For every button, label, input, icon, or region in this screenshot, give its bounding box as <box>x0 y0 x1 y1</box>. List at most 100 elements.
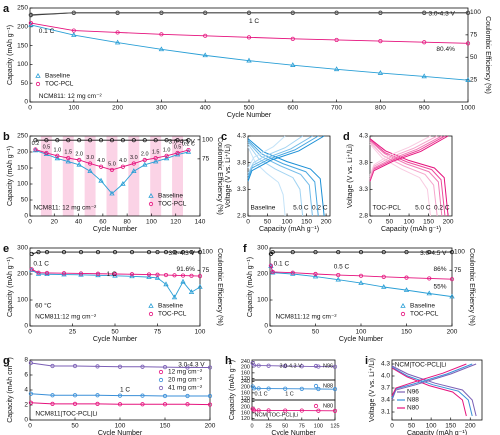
series-line <box>35 149 189 195</box>
data-point <box>28 391 33 396</box>
data-point <box>185 393 190 399</box>
y-tick-label: 0 <box>24 213 28 220</box>
y-tick-label: 200 <box>17 24 28 31</box>
annotation: 0.1 C <box>33 260 49 267</box>
data-point <box>35 270 42 276</box>
data-point <box>316 386 321 392</box>
annotation: 1 C <box>107 271 117 278</box>
curve <box>247 135 313 177</box>
data-point <box>44 271 50 277</box>
data-point <box>98 138 104 143</box>
annotation: 1 C <box>249 18 259 25</box>
series-line <box>31 268 201 277</box>
legend-swatch <box>313 403 319 409</box>
y2-tick-label: 75 <box>202 156 210 163</box>
legend-label: N88 <box>407 397 419 404</box>
data-point <box>142 138 147 143</box>
data-point <box>358 249 364 255</box>
legend-label: Baseline <box>158 193 183 200</box>
x-tick-label: 140 <box>195 219 206 226</box>
legend-label: N80 <box>407 405 419 412</box>
series-line <box>270 265 453 280</box>
series-line <box>252 408 336 412</box>
panel-letter: c <box>221 131 227 143</box>
curve <box>391 363 477 401</box>
data-point <box>115 10 120 15</box>
legend-label: Baseline <box>45 73 70 80</box>
panel-letter: b <box>3 131 10 143</box>
y-tick-label: 3.1 <box>381 409 390 416</box>
rate-band <box>62 136 74 216</box>
y-tick-label: 300 <box>257 245 268 252</box>
data-point <box>251 408 257 413</box>
data-point <box>76 161 82 167</box>
data-point <box>163 281 169 287</box>
data-point <box>61 271 67 276</box>
x-tick-label: 200 <box>112 105 123 112</box>
y-axis-label: Voltage (V vs. Li⁺/Li) <box>225 144 232 208</box>
x-tick-label: 800 <box>375 105 386 112</box>
y-tick-label: 300 <box>17 245 28 252</box>
data-point <box>378 10 383 15</box>
y-tick-label: 120 <box>241 396 250 402</box>
data-point <box>163 272 169 278</box>
data-point <box>154 274 161 280</box>
x-axis-label: Cycle Number <box>93 226 138 233</box>
y-tick-label: 120 <box>241 376 250 382</box>
y-axis-label: Capacity (mAh g⁻¹) <box>7 25 14 85</box>
data-point <box>155 249 160 255</box>
curve <box>369 142 438 217</box>
data-point <box>146 249 152 255</box>
data-point <box>159 32 164 37</box>
x-tick-label: 400 <box>200 105 211 112</box>
legend-label: N96 <box>407 389 419 396</box>
legend-swatch <box>35 81 41 87</box>
annotation: NCM811:12 mg cm⁻² <box>35 313 97 320</box>
y-tick-label: 240 <box>241 399 250 405</box>
y-tick-label: 2.8 <box>359 213 368 220</box>
data-point <box>207 393 213 399</box>
x-tick-label: 0 <box>368 219 372 226</box>
y-tick-label: 100 <box>17 297 28 304</box>
legend-label: 41 mg cm⁻² <box>168 385 203 392</box>
annotation: 91.6% <box>176 266 195 273</box>
data-point <box>186 147 191 153</box>
data-point <box>299 408 304 413</box>
panel-letter: i <box>365 355 368 367</box>
y-axis-label: Voltage (V vs. Li⁺/Li) <box>369 358 376 422</box>
curve <box>391 367 467 417</box>
x-tick-label: 100 <box>68 105 79 112</box>
data-point <box>120 164 125 169</box>
y-axis-label: Capacity (mAh cm⁻²) <box>7 357 14 423</box>
legend-swatch <box>148 192 154 198</box>
data-point <box>290 62 296 67</box>
panel-letter: a <box>3 3 10 15</box>
x-tick-label: 25 <box>69 329 77 336</box>
data-point <box>95 271 101 276</box>
curve <box>247 143 304 217</box>
annotation: 1 C <box>285 391 294 397</box>
data-point <box>316 408 321 413</box>
annotation: 0.1 C <box>39 28 55 35</box>
x-tick-label: 100 <box>356 329 367 336</box>
curve <box>369 135 431 176</box>
data-point <box>172 273 177 278</box>
data-point <box>162 393 168 399</box>
legend-swatch <box>148 201 154 207</box>
data-point <box>44 249 50 255</box>
data-point <box>175 138 180 143</box>
data-point <box>256 386 261 391</box>
data-point <box>158 46 165 52</box>
data-point <box>283 408 288 413</box>
y-tick-label: 4.3 <box>381 361 390 368</box>
rate-label: 5.0 <box>108 161 116 167</box>
data-point <box>140 364 145 369</box>
y-tick-label: 4.3 <box>359 133 368 140</box>
data-point <box>316 364 321 369</box>
data-point <box>465 41 471 46</box>
data-point <box>335 276 341 282</box>
data-point <box>43 151 50 157</box>
rate-label: 4.0 <box>119 158 127 164</box>
legend-label: Baseline <box>410 303 435 310</box>
data-point <box>299 364 304 369</box>
